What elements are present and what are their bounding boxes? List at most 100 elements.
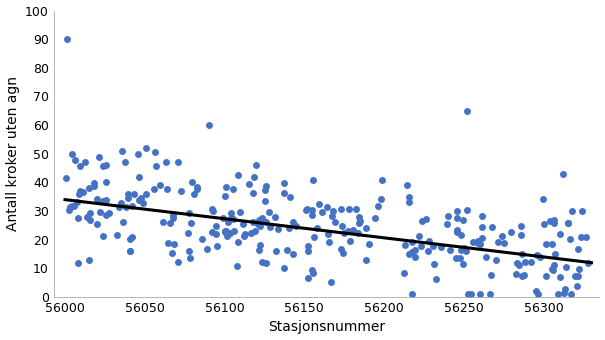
Point [555, 232, 564, 237]
Point [563, 220, 573, 225]
Point [355, 220, 364, 226]
Point [80, 159, 90, 165]
Point [166, 220, 175, 226]
Point [251, 163, 261, 168]
Point [168, 212, 178, 218]
Point [549, 262, 558, 268]
Point [279, 265, 289, 271]
Point [76, 188, 85, 193]
Point [476, 241, 485, 247]
Point [475, 291, 485, 297]
Point [174, 259, 183, 265]
Point [451, 255, 461, 261]
Point [120, 159, 130, 165]
Point [123, 191, 133, 197]
Point [163, 240, 172, 246]
Point [499, 241, 509, 246]
Point [101, 180, 111, 185]
Point [254, 247, 264, 252]
Point [494, 239, 503, 244]
Point [404, 252, 414, 257]
Point [234, 172, 243, 178]
Point [226, 230, 235, 236]
Point [192, 187, 202, 192]
Point [408, 291, 417, 297]
Point [443, 214, 453, 219]
Point [520, 259, 529, 265]
Point [462, 207, 471, 213]
Point [192, 185, 202, 190]
Point [532, 291, 542, 297]
Point [356, 218, 365, 224]
Point [85, 218, 95, 223]
Point [352, 206, 361, 211]
Point [581, 234, 591, 240]
Point [407, 240, 417, 245]
Point [136, 195, 146, 201]
Point [410, 255, 420, 260]
Point [336, 206, 345, 212]
Point [208, 208, 218, 214]
Point [302, 206, 312, 212]
Point [84, 257, 94, 262]
Point [452, 208, 462, 213]
Point [292, 223, 301, 228]
Point [141, 191, 151, 196]
Point [102, 197, 111, 202]
Point [429, 261, 439, 266]
Point [246, 231, 255, 236]
Point [221, 184, 231, 189]
Point [421, 216, 431, 222]
Point [239, 234, 249, 239]
Point [573, 247, 583, 252]
Point [567, 208, 577, 214]
Point [72, 199, 82, 205]
Point [370, 215, 380, 221]
Point [187, 179, 197, 184]
Point [233, 239, 243, 245]
Point [330, 219, 340, 225]
Point [452, 216, 462, 221]
Point [402, 183, 412, 188]
Point [516, 232, 526, 237]
Point [261, 260, 271, 266]
Point [288, 219, 298, 225]
Point [303, 248, 313, 253]
Point [309, 234, 319, 239]
Point [328, 208, 338, 214]
Point [70, 158, 79, 163]
Point [364, 241, 374, 246]
Point [70, 203, 79, 208]
Point [410, 247, 420, 253]
Point [487, 224, 497, 230]
Point [142, 145, 151, 151]
Point [134, 174, 144, 180]
Point [478, 236, 488, 241]
Point [218, 216, 227, 221]
Point [572, 283, 582, 288]
Point [338, 223, 347, 228]
Point [221, 228, 231, 234]
Point [90, 184, 99, 189]
Point [561, 265, 571, 270]
Point [547, 242, 557, 247]
Point [212, 243, 221, 249]
Point [98, 164, 108, 169]
Point [414, 233, 424, 239]
Point [82, 215, 92, 220]
Point [424, 239, 434, 244]
Point [452, 229, 462, 234]
Point [309, 271, 318, 276]
Point [416, 243, 426, 248]
Point [177, 188, 186, 193]
Point [550, 252, 560, 257]
Point [229, 228, 239, 234]
Point [254, 217, 264, 223]
Point [404, 194, 414, 199]
Point [240, 232, 249, 237]
Point [257, 216, 267, 222]
Point [260, 198, 270, 203]
Point [452, 227, 462, 232]
Point [362, 226, 371, 231]
Point [62, 36, 71, 42]
